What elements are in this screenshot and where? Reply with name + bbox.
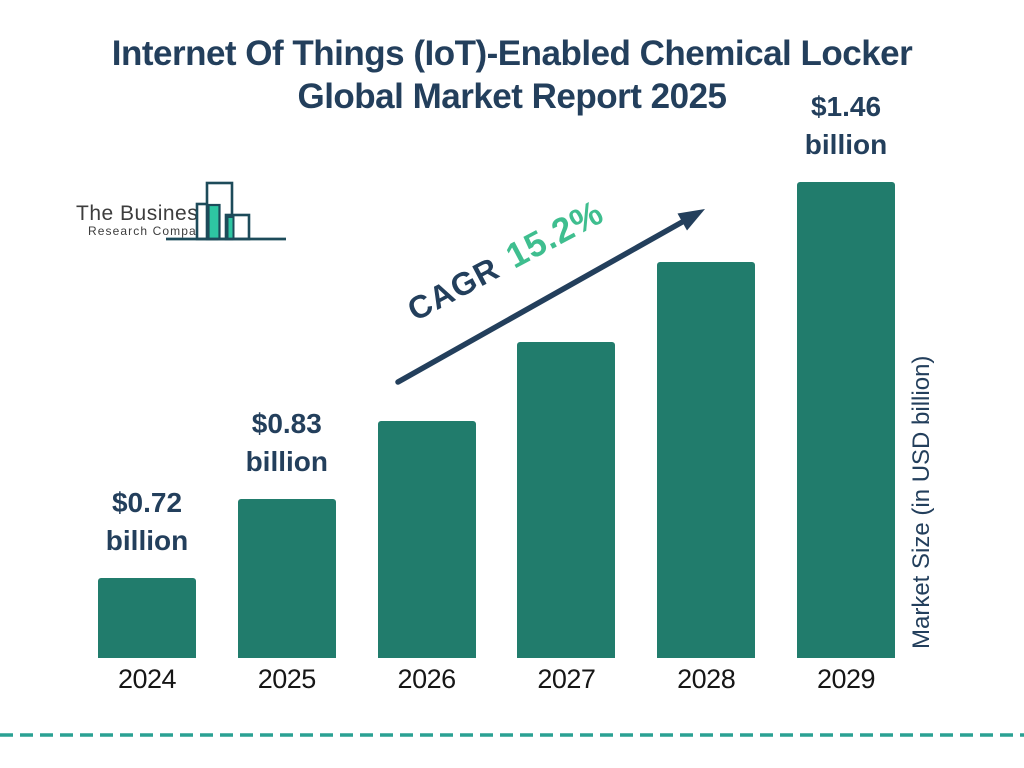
value-label-2025: $0.83 billion: [245, 408, 329, 477]
title-line-1: Internet Of Things (IoT)-Enabled Chemica…: [111, 34, 913, 73]
x-tick-label-2025: 2025: [257, 664, 317, 694]
company-logo-text: The Business Research Company: [76, 202, 212, 238]
bar-2028: [657, 262, 756, 658]
value-label-2024: $0.72 billion: [105, 487, 189, 556]
title-line-2: Global Market Report 2025: [297, 77, 727, 116]
cagr-annotation: CAGR15.2%: [401, 193, 611, 330]
value-label-2029: $1.46 billion: [804, 91, 888, 160]
x-tick-label-2027: 2027: [537, 664, 596, 694]
bar-2024: [98, 578, 196, 658]
logo-name: The Business: [76, 202, 210, 225]
bar-chart-logo-icon: [166, 181, 286, 241]
x-tick-label-2024: 2024: [117, 664, 177, 694]
y-axis-label: Market Size (in USD billion): [908, 355, 935, 650]
page-title: Internet Of Things (IoT)-Enabled Chemica…: [0, 32, 1024, 118]
x-tick-label-2028: 2028: [677, 664, 736, 694]
bar-2026: [377, 421, 476, 658]
cagr-prefix: CAGR: [401, 249, 506, 328]
bar-2025: [237, 499, 336, 658]
logo-subname: Research Company: [88, 224, 212, 238]
cagr-value: 15.2%: [499, 192, 611, 277]
x-tick-label-2029: 2029: [816, 664, 876, 694]
x-tick-label-2026: 2026: [397, 664, 457, 694]
bar-2027: [517, 342, 616, 658]
bar-2029: [797, 182, 895, 658]
